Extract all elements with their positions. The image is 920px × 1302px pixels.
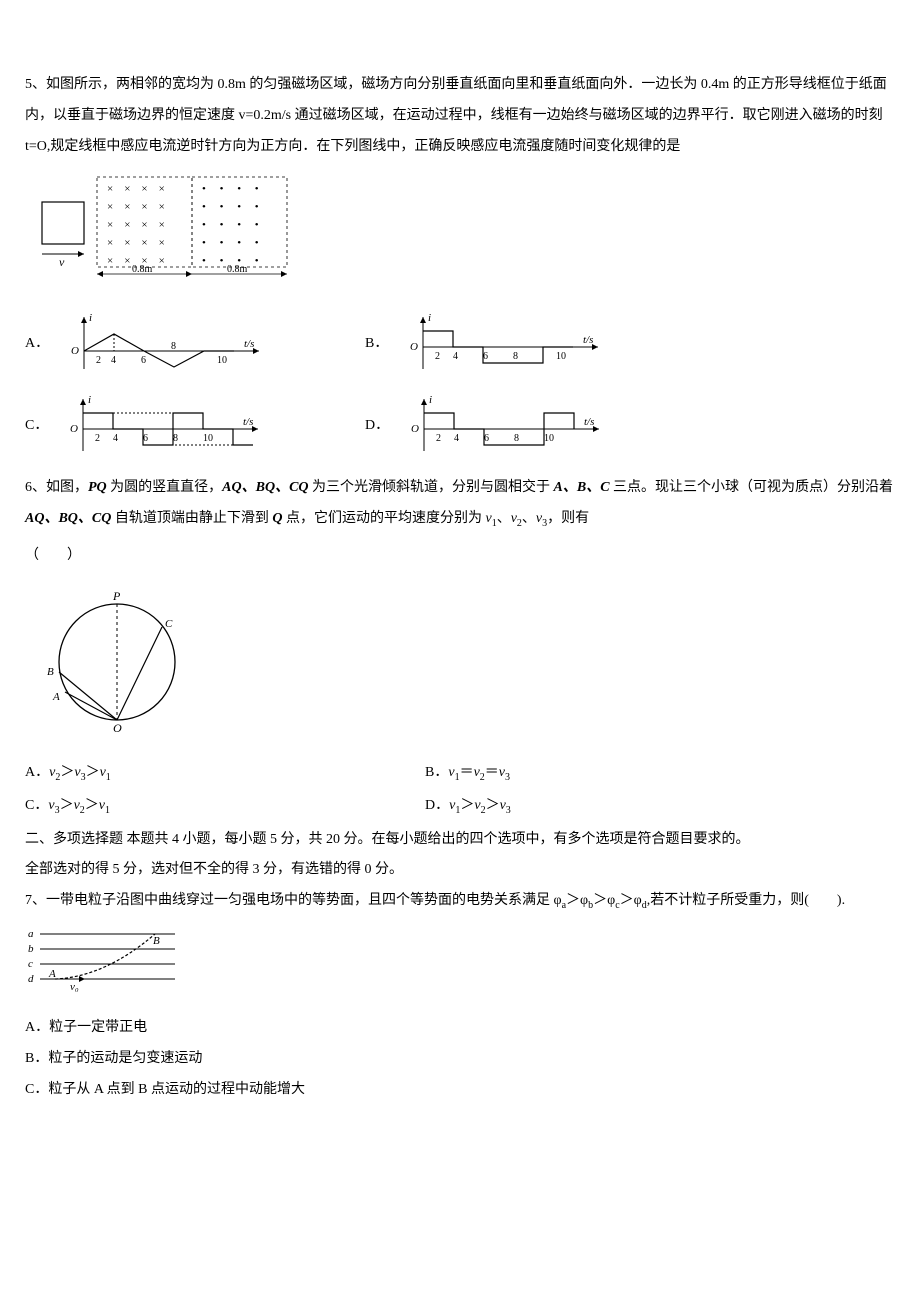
field-out: • • • • • • • • • • • • • • • • • • • • (202, 183, 259, 267)
svg-text:t/s: t/s (584, 416, 594, 428)
q6-diagram: P Q B A C (37, 582, 895, 745)
q7-diagram: a b c d A B v₀ (25, 922, 895, 1005)
v-label: v (59, 255, 65, 269)
svg-text:8: 8 (171, 341, 176, 352)
q5-text: 5、如图所示，两相邻的宽均为 0.8m 的匀强磁场区域，磁场方向分别垂直纸面向里… (25, 70, 895, 162)
svg-text:6: 6 (483, 351, 488, 362)
svg-text:d: d (28, 973, 34, 985)
svg-text:8: 8 (173, 433, 178, 444)
q5-opt-a-label: A． (25, 329, 49, 360)
svg-text:t/s: t/s (243, 416, 253, 428)
svg-text:A: A (48, 968, 56, 980)
q5-graph-c: O i t/s 2 4 6 8 10 (58, 391, 268, 461)
svg-text:O: O (411, 423, 419, 435)
q7-opt-a: A．粒子一定带正电 (25, 1013, 895, 1044)
svg-text:2: 2 (435, 351, 440, 362)
svg-text:A: A (52, 691, 60, 703)
svg-text:4: 4 (454, 433, 459, 444)
svg-text:• • • •: • • • • (202, 183, 259, 195)
q5-main-diagram: v × × × × × × × × × × × × × × × × × × × … (37, 172, 895, 295)
svg-text:4: 4 (453, 351, 458, 362)
svg-text:6: 6 (484, 433, 489, 444)
svg-text:× × × ×: × × × × (107, 201, 165, 213)
section2-line1: 二、多项选择题 本题共 4 小题，每小题 5 分，共 20 分。在每小题给出的四… (25, 828, 895, 852)
svg-text:10: 10 (544, 433, 554, 444)
svg-text:B: B (47, 666, 54, 678)
svg-text:× × × ×: × × × × (107, 219, 165, 231)
svg-text:i: i (428, 312, 431, 324)
svg-text:× × × ×: × × × × (107, 237, 165, 249)
svg-text:i: i (88, 394, 91, 406)
q5-opt-b-label: B． (365, 329, 388, 360)
svg-text:O: O (70, 423, 78, 435)
svg-text:t/s: t/s (244, 338, 254, 350)
svg-text:2: 2 (96, 355, 101, 366)
q7-opt-b: B．粒子的运动是匀变速运动 (25, 1044, 895, 1075)
svg-text:• • • •: • • • • (202, 237, 259, 249)
q7-text: 7、一带电粒子沿图中曲线穿过一匀强电场中的等势面，且四个等势面的电势关系满足 φ… (25, 886, 895, 917)
q5-opt-d-label: D． (365, 411, 389, 442)
field-into: × × × × × × × × × × × × × × × × × × × × (107, 183, 165, 267)
q6-paren: （ ） (25, 541, 895, 572)
svg-text:4: 4 (113, 433, 118, 444)
svg-text:v₀: v₀ (70, 981, 79, 992)
svg-text:• • • •: • • • • (202, 201, 259, 213)
q5-graph-b: O i t/s 2 4 6 8 10 (398, 309, 608, 379)
q6-text: 6、如图，PQ 为圆的竖直直径，AQ、BQ、CQ 为三个光滑倾斜轨道，分别与圆相… (25, 473, 895, 535)
svg-text:10: 10 (217, 355, 227, 366)
svg-text:8: 8 (514, 433, 519, 444)
svg-text:2: 2 (436, 433, 441, 444)
svg-text:8: 8 (513, 351, 518, 362)
width-label-1: 0.8m (132, 264, 153, 275)
svg-text:Q: Q (113, 721, 122, 732)
svg-text:10: 10 (203, 433, 213, 444)
q6-opt-c: C．v3＞v2＞v1 (25, 791, 425, 822)
svg-text:i: i (429, 394, 432, 406)
q6-opt-a: A．v2＞v3＞v1 (25, 758, 425, 789)
svg-text:P: P (112, 589, 121, 603)
q5-graph-d: O i t/s 2 4 6 8 10 (399, 391, 609, 461)
svg-text:O: O (410, 341, 418, 353)
svg-text:O: O (71, 345, 79, 357)
section2-line2: 全部选对的得 5 分，选对但不全的得 3 分，有选错的得 0 分。 (25, 858, 895, 882)
svg-text:b: b (28, 943, 34, 955)
q5-graph-a: O i t/s 2 4 6 8 10 (59, 309, 269, 379)
svg-text:c: c (28, 958, 33, 970)
svg-text:2: 2 (95, 433, 100, 444)
svg-text:6: 6 (143, 433, 148, 444)
svg-text:• • • •: • • • • (202, 219, 259, 231)
svg-text:4: 4 (111, 355, 116, 366)
q5-opt-c-label: C． (25, 411, 48, 442)
svg-text:C: C (165, 618, 173, 630)
svg-text:t/s: t/s (583, 334, 593, 346)
width-label-2: 0.8m (227, 264, 248, 275)
q6-opt-d: D．v1＞v2＞v3 (425, 791, 825, 822)
q6-opt-b: B．v1＝v2＝v3 (425, 758, 825, 789)
svg-text:10: 10 (556, 351, 566, 362)
q7-opt-c: C．粒子从 A 点到 B 点运动的过程中动能增大 (25, 1075, 895, 1106)
svg-text:a: a (28, 928, 34, 940)
svg-text:i: i (89, 312, 92, 324)
svg-text:B: B (153, 935, 160, 947)
svg-text:6: 6 (141, 355, 146, 366)
svg-text:× × × ×: × × × × (107, 183, 165, 195)
